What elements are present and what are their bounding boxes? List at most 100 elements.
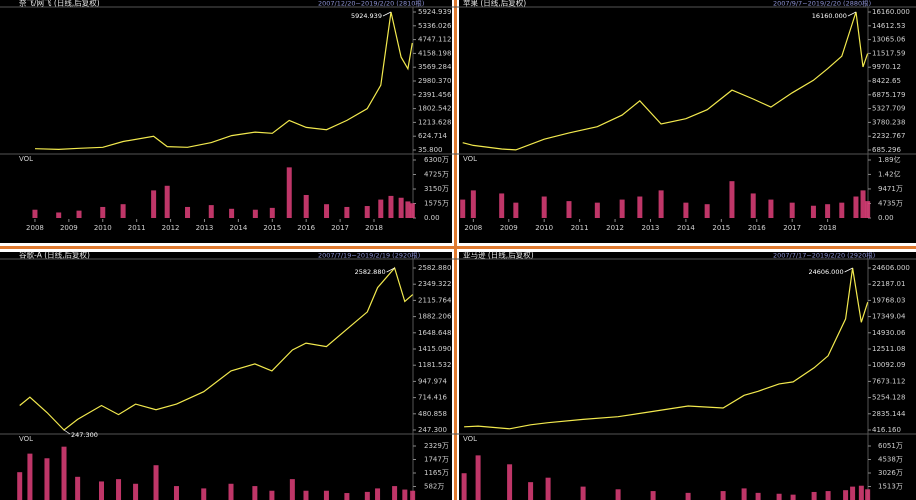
volume-bar xyxy=(252,486,258,500)
y-tick-label: 714.416 xyxy=(418,394,447,402)
volume-bar xyxy=(153,465,159,500)
volume-bar xyxy=(286,167,292,218)
volume-bar xyxy=(461,473,467,500)
y-tick-label: 5254.128 xyxy=(872,394,905,402)
y2-tick-label: 0.00 xyxy=(424,214,440,222)
price-line xyxy=(464,267,869,430)
volume-bar xyxy=(507,464,513,500)
volume-bar xyxy=(61,446,67,500)
volume-bar xyxy=(364,206,370,218)
x-tick-label: 2008 xyxy=(26,224,44,232)
y-tick-label: 12511.08 xyxy=(872,345,905,353)
volume-bar xyxy=(741,488,747,500)
y-tick-label: 7673.112 xyxy=(872,377,905,385)
volume-bar xyxy=(594,202,600,218)
y-tick-label: 2582.880 xyxy=(418,264,451,272)
y2-tick-label: 1.42亿 xyxy=(878,169,901,178)
volume-bar xyxy=(658,190,664,218)
volume-bar xyxy=(100,206,106,218)
volume-bar xyxy=(615,489,621,500)
y-tick-label: 1882.206 xyxy=(418,313,452,321)
panel xyxy=(459,252,916,500)
volume-bar xyxy=(133,483,139,500)
y-tick-label: 35.800 xyxy=(418,146,443,154)
chart-title: 亚马逊 (日线,后复权) xyxy=(463,250,534,260)
y-tick-label: 4747.112 xyxy=(418,36,451,44)
volume-bar xyxy=(303,194,309,218)
volume-label: VOL xyxy=(463,155,477,163)
max-label: 2582.880 xyxy=(355,268,386,276)
max-label: 16160.000 xyxy=(812,12,847,20)
x-tick-label: 2016 xyxy=(748,224,766,232)
volume-bar xyxy=(398,197,404,218)
volume-bar xyxy=(76,210,82,218)
x-tick-label: 2011 xyxy=(571,224,589,232)
volume-bar xyxy=(269,207,275,218)
x-tick-label: 2017 xyxy=(783,224,801,232)
y-tick-label: 24606.000 xyxy=(872,264,910,272)
volume-label: VOL xyxy=(19,155,33,163)
volume-bar xyxy=(402,489,408,500)
y-tick-label: 5336.026 xyxy=(418,22,452,30)
volume-bar xyxy=(790,494,796,500)
y2-tick-label: 4725万 xyxy=(424,171,449,179)
y2-tick-label: 4538万 xyxy=(878,456,903,464)
volume-bar xyxy=(776,493,782,500)
volume-bar xyxy=(541,196,547,218)
y-tick-label: 1648.648 xyxy=(418,329,451,337)
y2-tick-label: 4735万 xyxy=(878,199,903,207)
volume-label: VOL xyxy=(463,435,477,443)
chart-subtitle: 2007/9/7~2019/2/20 (2880根) xyxy=(773,0,871,8)
volume-bar xyxy=(580,486,586,500)
volume-bar xyxy=(513,202,519,218)
volume-bar xyxy=(27,453,33,500)
y-tick-label: 6875.179 xyxy=(872,91,905,99)
volume-bar xyxy=(75,476,81,500)
y-tick-label: 22187.01 xyxy=(872,280,905,288)
price-line xyxy=(34,11,413,151)
volume-bar xyxy=(228,483,234,500)
y2-tick-label: 2329万 xyxy=(424,442,449,450)
volume-bar xyxy=(410,490,416,500)
max-label: 5924.939 xyxy=(351,12,382,20)
volume-bar xyxy=(98,481,104,500)
volume-bar xyxy=(475,455,481,500)
volume-bar xyxy=(364,491,370,500)
volume-bar xyxy=(825,204,831,218)
volume-bar xyxy=(185,206,191,218)
y2-tick-label: 6051万 xyxy=(878,442,903,450)
volume-bar xyxy=(32,209,38,218)
y2-tick-label: 6300万 xyxy=(424,156,449,164)
volume-bar xyxy=(619,199,625,218)
volume-bar xyxy=(344,206,350,218)
volume-bar xyxy=(843,490,849,500)
volume-bar xyxy=(409,203,415,218)
chart-title: 奈飞/网飞 (日线,后复权) xyxy=(19,0,100,8)
panel xyxy=(0,252,452,500)
volume-bar xyxy=(825,491,831,500)
y-tick-label: 14612.53 xyxy=(872,22,905,30)
volume-bar xyxy=(853,196,859,218)
y-tick-label: 247.300 xyxy=(418,426,447,434)
volume-bar xyxy=(116,479,122,500)
y-tick-label: 1213.628 xyxy=(418,118,451,126)
x-tick-label: 2018 xyxy=(819,224,837,232)
y2-tick-label: 1513万 xyxy=(878,482,903,490)
volume-bar xyxy=(545,477,551,500)
volume-bar xyxy=(720,491,726,500)
chart-subtitle: 2007/12/20~2019/2/20 (2810根) xyxy=(318,0,424,8)
x-tick-label: 2012 xyxy=(162,224,180,232)
volume-bar xyxy=(499,193,505,218)
volume-bar xyxy=(269,490,275,500)
volume-bar xyxy=(755,492,761,500)
volume-bar xyxy=(566,201,572,218)
chart-title: 苹果 (日线,后复权) xyxy=(463,0,526,8)
volume-bar xyxy=(173,486,179,500)
y-tick-label: 1181.532 xyxy=(418,361,451,369)
volume-bar xyxy=(704,204,710,218)
volume-bar xyxy=(164,185,170,218)
volume-bar xyxy=(151,190,157,218)
y2-tick-label: 1747万 xyxy=(424,455,449,463)
volume-bar xyxy=(56,212,62,218)
y-tick-label: 3569.284 xyxy=(418,63,452,71)
